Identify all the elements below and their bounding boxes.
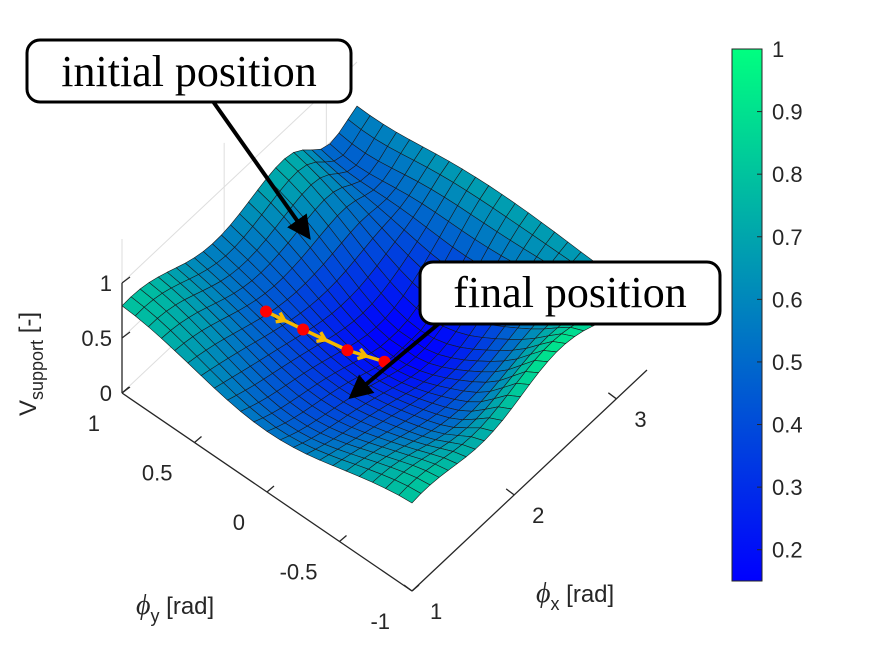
z-tick [121, 331, 131, 339]
y-tick-label: 0.5 [142, 461, 173, 486]
y-tick-label: 0 [233, 510, 245, 535]
initial-position-box [25, 38, 353, 104]
z-tick-label: 0.5 [81, 326, 112, 351]
x-tick [607, 392, 617, 400]
path-marker [341, 344, 354, 357]
z-axis-label: Vsupport [-] [15, 312, 47, 416]
initial-position-callout: initial position [25, 38, 353, 240]
y-tick-label: 1 [88, 411, 100, 436]
z-tick-label: 0 [100, 381, 112, 406]
path-marker [297, 323, 310, 336]
y-axis-label: ϕy [rad] [136, 590, 214, 626]
y-tick [121, 386, 130, 394]
x-tick [403, 584, 413, 592]
surface-patch [398, 485, 422, 504]
final-position-callout: final position [348, 260, 722, 400]
axes [121, 276, 648, 592]
x-tick [505, 488, 515, 496]
colorbar-gradient [731, 48, 763, 582]
colorbar-tick-label: 0.4 [772, 413, 803, 438]
z-tick [121, 276, 131, 284]
final-position-label: final position [453, 268, 686, 317]
initial-position-arrow [210, 98, 311, 240]
x-axis-label: ϕx [rad] [536, 578, 614, 614]
x-axis-line [411, 369, 648, 592]
final-position-arrow [348, 314, 450, 400]
colorbar-tick-label: 1 [772, 37, 784, 62]
x-tick-label: 1 [430, 599, 442, 624]
optimization-path [260, 305, 391, 368]
colorbar-tick-label: 0.2 [772, 538, 803, 563]
colorbar-tick-label: 0.6 [772, 287, 803, 312]
colorbar-tick-label: 0.5 [772, 350, 803, 375]
colorbar: 1 0.9 0.8 0.7 0.6 0.5 0.4 0.3 0.2 [731, 37, 803, 582]
colorbar-tick-label: 0.8 [772, 162, 803, 187]
path-marker [260, 305, 273, 318]
initial-position-label: initial position [61, 47, 316, 96]
path-arrowhead [316, 331, 329, 344]
colorbar-tick-label: 0.9 [772, 100, 803, 125]
surface-mesh [121, 105, 648, 504]
colorbar-ticks: 1 0.9 0.8 0.7 0.6 0.5 0.4 0.3 0.2 [757, 37, 803, 563]
colorbar-tick-label: 0.3 [772, 475, 803, 500]
y-tick-label: -1 [370, 609, 390, 634]
path-arrowhead [356, 347, 369, 361]
z-tick-label: 1 [100, 271, 112, 296]
path-arrowhead [275, 311, 288, 324]
x-tick-label: 2 [532, 503, 544, 528]
y-tick-label: -0.5 [280, 560, 318, 585]
x-tick-label: 3 [634, 407, 646, 432]
y-tick [266, 485, 275, 493]
y-tick [339, 535, 347, 542]
colorbar-tick-label: 0.7 [772, 225, 803, 250]
final-position-box [418, 260, 722, 326]
y-tick [194, 436, 202, 443]
